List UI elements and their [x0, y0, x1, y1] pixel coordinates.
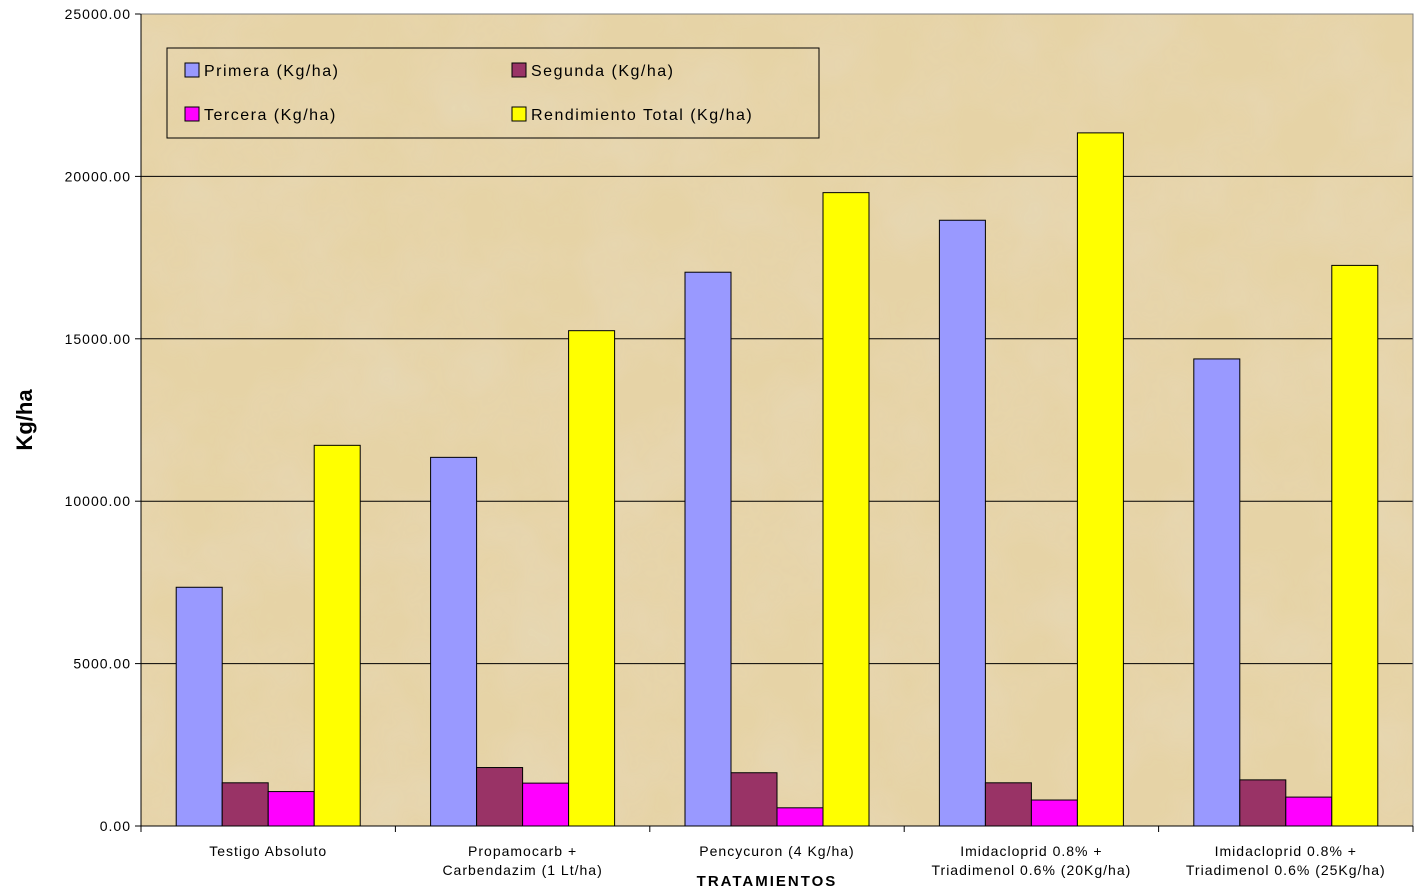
bar [1331, 264, 1379, 827]
bar [522, 782, 570, 827]
bar [568, 330, 616, 827]
legend-swatch [511, 62, 527, 78]
legend-box [166, 47, 820, 139]
y-tick-label: 0.00 [100, 818, 131, 834]
y-axis-tick-labels: 0.00 5000.00 10000.00 15000.00 20000.00 25000… [65, 6, 131, 834]
x-axis-title: TRATAMIENTOS [697, 873, 838, 888]
bar [175, 586, 223, 827]
bar [267, 791, 315, 827]
x-tick-label: Pencycuron (4 Kg/ha) [699, 843, 854, 859]
bar [476, 767, 524, 827]
bar [822, 192, 870, 827]
bar [776, 807, 824, 827]
bar [684, 271, 732, 827]
x-tick-label: Propamocarb + Carbendazim (1 Lt/ha) [442, 843, 602, 878]
x-tick-label: Testigo Absoluto [209, 843, 327, 859]
bar [1193, 358, 1241, 827]
bar [938, 219, 986, 827]
y-tick-label: 15000.00 [65, 331, 131, 347]
y-tick-label: 20000.00 [65, 168, 131, 184]
legend-label: Primera (Kg/ha) [204, 63, 339, 80]
bars [175, 132, 1379, 827]
bar [1285, 796, 1333, 827]
legend-label: Segunda (Kg/ha) [531, 63, 674, 80]
legend: Primera (Kg/ha) Segunda (Kg/ha) Tercera (K… [166, 47, 820, 139]
y-tick-label: 25000.00 [65, 6, 131, 22]
x-axis-category-labels: Testigo Absoluto Propamocarb + Carbendazim… [209, 843, 1386, 878]
bar [1076, 132, 1124, 827]
bar [221, 782, 269, 827]
legend-label: Rendimiento Total (Kg/ha) [531, 107, 753, 124]
y-tick-label: 5000.00 [73, 656, 131, 672]
y-axis-title: Kg/ha [12, 389, 37, 451]
bar [984, 782, 1032, 827]
bar [430, 456, 478, 827]
x-tick-label: Imidacloprid 0.8% + Triadimenol 0.6% (20K… [932, 843, 1132, 878]
bar [730, 772, 778, 827]
legend-swatch [184, 106, 200, 122]
y-tick-label: 10000.00 [65, 493, 131, 509]
legend-label: Tercera (Kg/ha) [204, 107, 337, 124]
bar [313, 444, 361, 827]
axes [140, 13, 1414, 832]
legend-swatch [184, 62, 200, 78]
x-tick-label: Imidacloprid 0.8% + Triadimenol 0.6% (25K… [1186, 843, 1386, 878]
bar [1030, 799, 1078, 827]
legend-swatch [511, 106, 527, 122]
bar [1239, 779, 1287, 827]
